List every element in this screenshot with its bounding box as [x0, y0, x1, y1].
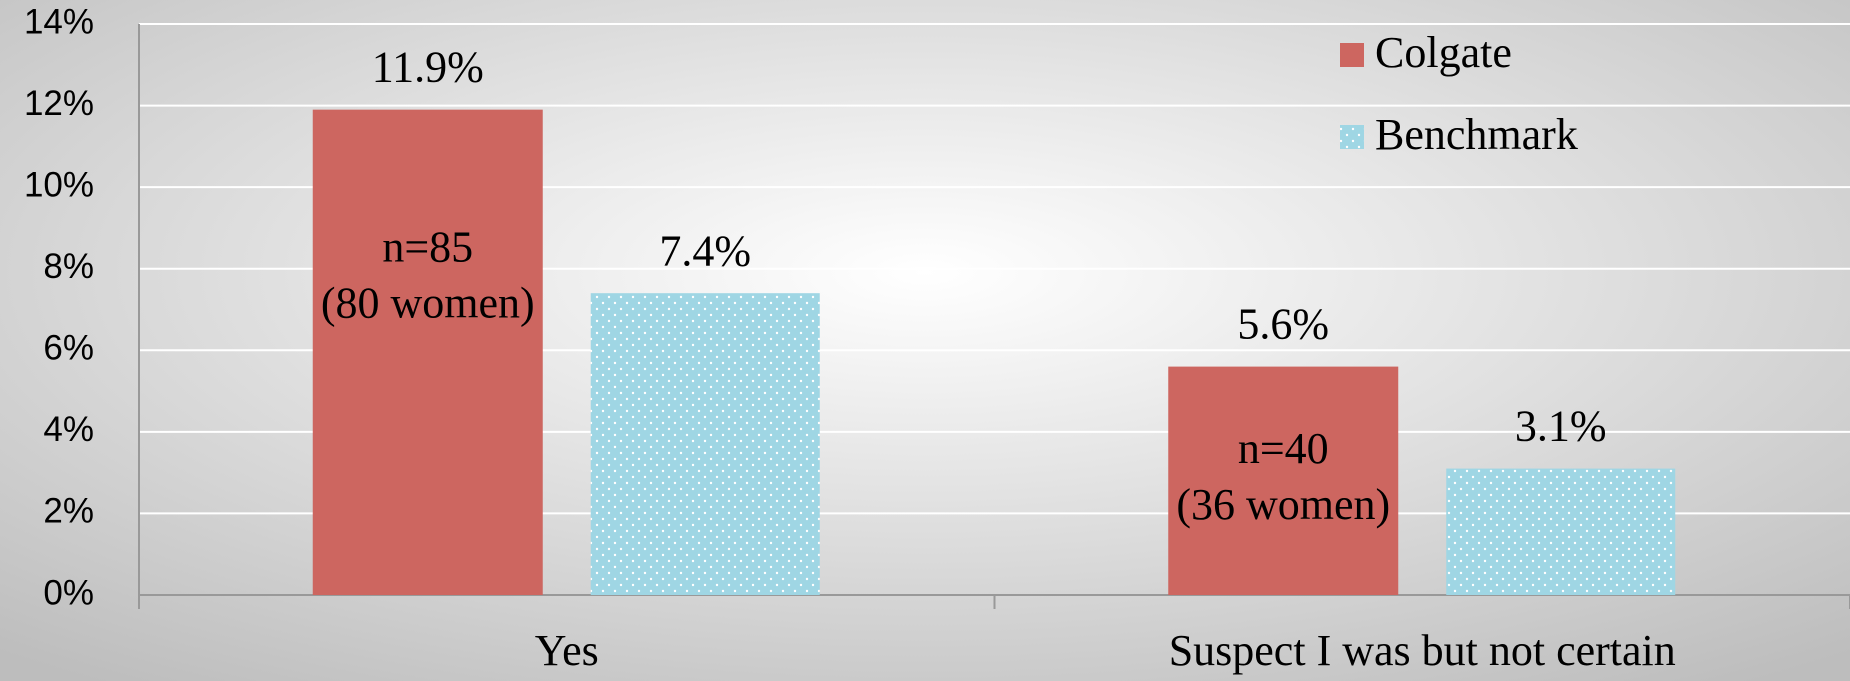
- y-tick-label: 2%: [43, 492, 94, 531]
- annotation: n=85: [382, 223, 473, 272]
- bar: [312, 109, 543, 596]
- x-tick-label: Yes: [535, 626, 599, 675]
- legend-swatch: [1340, 125, 1364, 149]
- value-label: 5.6%: [1237, 300, 1329, 349]
- legend-swatch: [1340, 43, 1364, 67]
- value-label: 7.4%: [659, 226, 751, 275]
- legend-label: Benchmark: [1375, 110, 1578, 159]
- annotation: (36 women): [1176, 480, 1390, 529]
- bar: [1446, 468, 1676, 595]
- y-tick-label: 14%: [24, 2, 94, 41]
- y-tick-label: 0%: [43, 573, 94, 612]
- value-label: 3.1%: [1515, 402, 1607, 451]
- annotation: (80 women): [321, 279, 535, 328]
- bar: [590, 293, 820, 595]
- annotation: n=40: [1238, 424, 1329, 473]
- bar: [1168, 366, 1399, 595]
- y-tick-label: 10%: [24, 165, 94, 204]
- y-tick-label: 4%: [43, 410, 94, 449]
- value-label: 11.9%: [372, 43, 484, 92]
- y-tick-label: 6%: [43, 329, 94, 368]
- legend-label: Colgate: [1375, 28, 1512, 77]
- x-tick-label: Suspect I was but not certain: [1169, 626, 1676, 675]
- y-tick-label: 8%: [43, 247, 94, 286]
- y-tick-label: 12%: [24, 84, 94, 123]
